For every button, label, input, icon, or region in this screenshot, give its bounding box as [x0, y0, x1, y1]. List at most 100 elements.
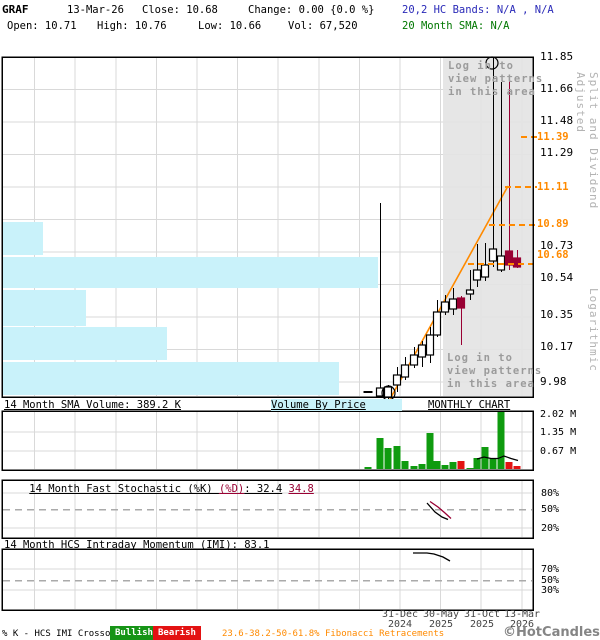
volume-by-price-bar [3, 222, 43, 255]
stochastic-d-value: 34.8 [288, 483, 314, 495]
volume-panel-frame [1, 410, 534, 471]
fib-axis-label: 10.89 [537, 218, 569, 230]
volume-bar-up [364, 467, 372, 469]
volume-panel-title: 14 Month SMA Volume: 389.2 K [4, 399, 182, 411]
fibonacci-legend-label: 23.6-38.2-50-61.8% Fibonacci Retracement… [222, 629, 445, 639]
candle-body-bullish [383, 386, 393, 398]
x-axis-date: 31-Oct [463, 609, 501, 620]
price-axis-label: 10.54 [540, 271, 574, 284]
stochastic-axis-label: 20% [541, 523, 560, 534]
fib-axis-label: 11.39 [537, 131, 569, 143]
header-date: 13-Mar-26 [67, 4, 124, 16]
price-axis-label: 11.48 [540, 114, 574, 127]
price-axis-label: 10.35 [540, 308, 574, 321]
imi-panel-frame [1, 548, 534, 611]
volume-bar-up [401, 461, 409, 469]
fib-axis-label: 10.68 [537, 249, 569, 261]
login-prompt-bottom[interactable]: Log in to view patterns in this area [447, 352, 557, 391]
volume-by-price-bar [3, 290, 86, 326]
price-axis-label: 9.98 [540, 375, 567, 388]
volume-bar-up [497, 411, 505, 469]
price-axis-label: 11.85 [540, 50, 574, 63]
volume-bar-up [410, 466, 418, 469]
login-prompt-line: view patterns [448, 73, 544, 85]
imi-panel-title: 14 Month HCS Intraday Momentum (IMI): 83… [4, 539, 270, 551]
stochastic-axis-label: 50% [541, 504, 560, 515]
header-open: Open: 10.71 [7, 20, 77, 32]
imi-line [413, 552, 451, 562]
login-prompt-line: view patterns [447, 365, 543, 377]
volume-bar-up [489, 458, 497, 469]
header-change: Change: 0.00 {0.0 %} [248, 4, 375, 16]
x-axis-year: 2025 [428, 619, 454, 630]
stochastic-title-k: 14 Month Fast Stochastic (%K) [29, 483, 219, 495]
login-prompt-top[interactable]: Log in to view patterns in this area [448, 60, 558, 99]
candle-body-bullish [465, 289, 475, 295]
volume-bar-down [457, 461, 465, 469]
stochastic-axis-label: 80% [541, 488, 560, 499]
crossover-legend-label: % K - HCS IMI Crossover, [2, 629, 133, 639]
stochastic-panel-frame [1, 479, 534, 539]
stochastic-k-line [426, 502, 449, 521]
price-axis-label: 10.17 [540, 340, 574, 353]
header-close: Close: 10.68 [142, 4, 218, 16]
login-prompt-line: Log in to [447, 352, 513, 364]
monthly-chart-label: MONTHLY CHART [428, 399, 511, 411]
price-axis-label: 11.29 [540, 146, 574, 159]
volume-bar-up [449, 462, 457, 469]
x-axis-year: 2026 [509, 619, 535, 630]
bearish-legend-badge: Bearish [153, 626, 201, 640]
stochastic-panel-title: 14 Month Fast Stochastic (%K) (%D): 32.4… [4, 471, 314, 507]
header-high: High: 10.76 [97, 20, 167, 32]
volume-bar-up [393, 446, 401, 469]
header-volume: Vol: 67,520 [288, 20, 358, 32]
volume-bar-up [426, 433, 434, 469]
candle-body-bullish [409, 354, 419, 366]
volume-sma-line [476, 455, 519, 462]
candle-body-bullish [440, 301, 450, 313]
volume-by-price-label: Volume By Price [271, 399, 402, 411]
main-chart-frame [1, 56, 534, 398]
login-prompt-line: Log in to [448, 60, 514, 72]
imi-axis-label: 50% [541, 575, 560, 586]
x-axis-date-label: 31-Oct 2025 [460, 609, 504, 630]
x-axis-year: 2025 [469, 619, 495, 630]
copyright-label: ©HotCandlestick.com [503, 625, 600, 640]
stochastic-title-d: (%D) [218, 483, 245, 495]
login-prompt-line: in this area [447, 378, 535, 390]
header-sma20: 20 Month SMA: N/A [402, 20, 510, 32]
x-axis-date: 31-Dec [381, 609, 419, 620]
candle-body-bullish [417, 344, 427, 358]
volume-bar-down [505, 462, 513, 469]
stochastic-k-value: : 32.4 [244, 483, 283, 495]
candle-body-bullish [488, 248, 498, 262]
volume-bar-up [418, 464, 426, 469]
candle-body-bullish [392, 374, 402, 386]
price-axis-label: 10.73 [540, 239, 574, 252]
volume-bar-up [481, 447, 489, 469]
x-axis-date-label: 13-Mar 2026 [500, 610, 544, 630]
imi-axis-label: 70% [541, 564, 560, 575]
candle-body-bearish [456, 297, 466, 309]
scale-caption-log: Logarithmic [587, 288, 600, 372]
header-low: Low: 10.66 [198, 20, 262, 32]
x-axis-date-label: 31-Dec 2024 [378, 609, 422, 630]
stochastic-d-line [429, 500, 452, 519]
volume-bar-up [384, 448, 392, 469]
volume-axis-label: 0.67 M [540, 446, 577, 457]
candle-body-bullish [480, 264, 490, 278]
volume-by-price-bar [3, 362, 339, 395]
x-axis-date-label: 30-May 2025 [419, 610, 463, 630]
candle-body-bearish [512, 257, 522, 268]
bullish-legend-badge: Bullish [110, 626, 158, 640]
login-prompt-line: in this area [448, 86, 536, 98]
candle-body-bullish [472, 269, 482, 281]
candle-body-bullish [400, 364, 410, 378]
volume-bar-up [376, 438, 384, 469]
volume-axis-label: 2.02 M [540, 409, 577, 420]
volume-bar-up [441, 465, 449, 469]
price-axis-label: 11.66 [540, 82, 574, 95]
candle-body-bullish [425, 334, 435, 356]
